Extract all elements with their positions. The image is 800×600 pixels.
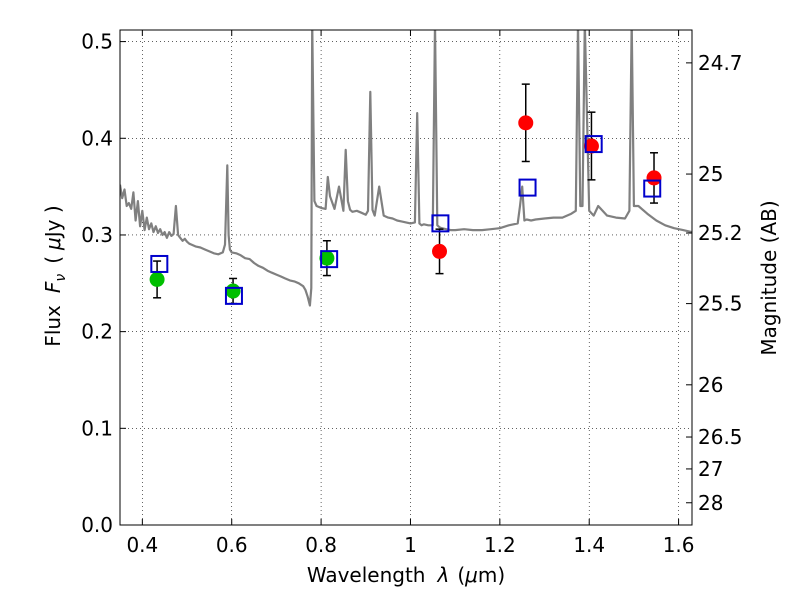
y-tick-labels: 0.0 0.1 0.2 0.3 0.4 0.5 xyxy=(81,30,113,537)
model-square-point xyxy=(431,214,450,233)
y-tick-label: 0.2 xyxy=(81,320,113,344)
spectrum-line xyxy=(120,30,692,307)
y2-tick-label: 27 xyxy=(698,457,723,481)
y2-tick-label: 25.2 xyxy=(698,221,743,245)
y-tick-label: 0.1 xyxy=(81,416,113,440)
x-tick-label: 0.4 xyxy=(126,533,158,557)
red-data-point xyxy=(518,115,534,131)
x-tick-label: 1 xyxy=(404,533,417,557)
green-data-point xyxy=(149,271,165,287)
right-magnitude-tick-labels: 24.7 25 25.2 25.5 26 26.5 27 28 xyxy=(698,51,743,515)
x-tick-label: 0.8 xyxy=(305,533,337,557)
model-square-point xyxy=(518,178,537,197)
x-axis-label: Wavelength λ (μm) xyxy=(307,563,505,587)
y-tick-label: 0.0 xyxy=(81,513,113,537)
tick-marks xyxy=(120,30,692,526)
model-square-point xyxy=(150,254,169,273)
model-square-point xyxy=(224,286,243,305)
y-axis-label: FluxFν(μJy ) xyxy=(41,205,69,346)
green-data-point xyxy=(319,250,335,266)
model-square-point xyxy=(643,179,662,198)
y2-tick-label: 26.5 xyxy=(698,425,743,449)
red-data-point xyxy=(583,138,599,154)
y2-tick-label: 24.7 xyxy=(698,51,743,75)
y2-tick-label: 28 xyxy=(698,491,723,515)
y2-tick-label: 26 xyxy=(698,373,723,397)
y2-tick-label: 25.5 xyxy=(698,292,743,316)
spectrum-layer xyxy=(120,30,692,307)
data-points-layer xyxy=(149,115,662,305)
plot-frame xyxy=(119,29,693,526)
green-data-point xyxy=(225,283,241,299)
y-tick-label: 0.4 xyxy=(81,126,113,150)
red-data-point xyxy=(646,170,662,186)
y-tick-label: 0.3 xyxy=(81,223,113,247)
red-data-point xyxy=(432,243,448,259)
model-square-point xyxy=(584,135,603,154)
x-tick-labels: 0.4 0.6 0.8 1 1.2 1.4 1.6 xyxy=(126,533,694,557)
grid-lines xyxy=(120,30,692,526)
x-tick-label: 0.6 xyxy=(216,533,248,557)
right-axis-label: Magnitude (AB) xyxy=(757,200,781,355)
model-square-point xyxy=(320,250,339,269)
y2-tick-label: 25 xyxy=(698,162,723,186)
y-tick-label: 0.5 xyxy=(81,30,113,54)
x-tick-label: 1.4 xyxy=(573,533,605,557)
x-tick-label: 1.6 xyxy=(663,533,695,557)
x-tick-label: 1.2 xyxy=(484,533,516,557)
